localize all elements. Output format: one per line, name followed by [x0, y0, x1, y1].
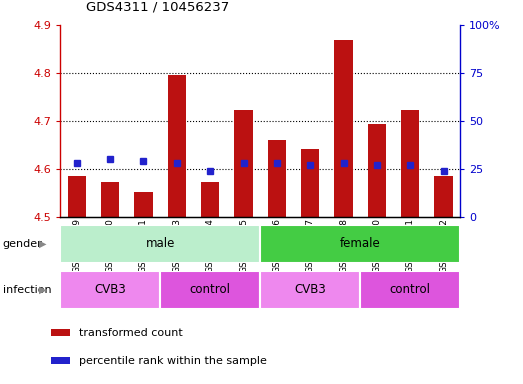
- Text: female: female: [340, 237, 381, 250]
- Bar: [260, 225, 460, 263]
- Text: transformed count: transformed count: [79, 328, 183, 338]
- Text: GDS4311 / 10456237: GDS4311 / 10456237: [86, 0, 230, 13]
- Text: ▶: ▶: [39, 285, 46, 295]
- Bar: [334, 40, 353, 217]
- Bar: [160, 271, 260, 309]
- Bar: [301, 149, 320, 217]
- Text: ▶: ▶: [39, 239, 46, 249]
- Bar: [360, 271, 460, 309]
- Text: percentile rank within the sample: percentile rank within the sample: [79, 356, 267, 366]
- Bar: [51, 329, 70, 336]
- Bar: [60, 271, 160, 309]
- Bar: [234, 110, 253, 217]
- Bar: [101, 182, 119, 217]
- Bar: [67, 176, 86, 217]
- Bar: [51, 358, 70, 364]
- Bar: [368, 124, 386, 217]
- Text: male: male: [145, 237, 175, 250]
- Text: control: control: [190, 283, 231, 296]
- Text: infection: infection: [3, 285, 51, 295]
- Bar: [201, 182, 219, 217]
- Bar: [268, 140, 286, 217]
- Text: gender: gender: [3, 239, 42, 249]
- Bar: [401, 110, 419, 217]
- Bar: [134, 192, 153, 217]
- Text: CVB3: CVB3: [294, 283, 326, 296]
- Bar: [168, 75, 186, 217]
- Text: control: control: [390, 283, 431, 296]
- Text: CVB3: CVB3: [94, 283, 126, 296]
- Bar: [60, 225, 260, 263]
- Bar: [435, 176, 453, 217]
- Bar: [260, 271, 360, 309]
